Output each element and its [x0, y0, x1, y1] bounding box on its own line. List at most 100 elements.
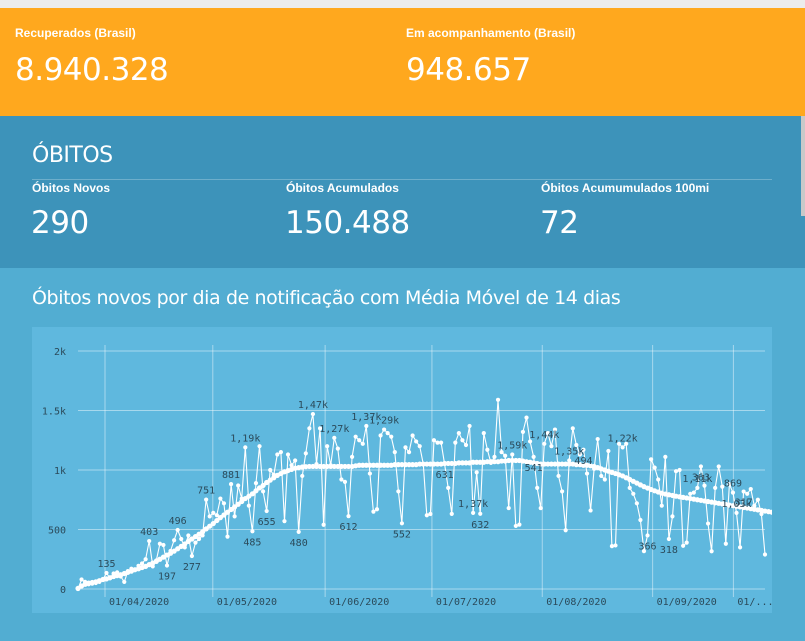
- daily-deaths-point: [542, 441, 547, 446]
- daily-deaths-point: [520, 429, 526, 435]
- moving-average-point: [385, 462, 391, 468]
- daily-deaths-point: [560, 489, 565, 494]
- daily-deaths-line: [77, 399, 766, 590]
- deaths-panel: [0, 116, 805, 268]
- daily-deaths-point: [417, 444, 422, 449]
- daily-deaths-point: [684, 540, 689, 545]
- daily-deaths-point: [524, 415, 529, 420]
- daily-deaths-point: [296, 529, 301, 534]
- moving-average-point: [431, 461, 437, 467]
- monitoring-value: 948.657: [406, 52, 531, 88]
- data-label: 1,03k: [721, 499, 751, 510]
- daily-deaths-point: [424, 513, 429, 518]
- daily-deaths-point: [681, 543, 686, 548]
- daily-deaths-point: [378, 433, 383, 438]
- daily-deaths-point: [139, 561, 145, 566]
- daily-deaths-point: [599, 473, 604, 479]
- moving-average-point: [313, 463, 320, 470]
- daily-deaths-point: [745, 491, 750, 496]
- chart-title: Óbitos novos por dia de notificação com …: [32, 287, 621, 309]
- data-label: 552: [393, 529, 411, 540]
- daily-deaths-point: [246, 503, 251, 508]
- daily-deaths-point: [552, 427, 558, 432]
- moving-average-point: [410, 462, 416, 468]
- daily-deaths-point: [371, 509, 376, 514]
- daily-deaths-point: [260, 489, 266, 494]
- data-label: 366: [639, 541, 657, 552]
- daily-deaths-point: [175, 527, 180, 533]
- moving-average-point: [310, 463, 316, 470]
- daily-deaths-point: [702, 483, 707, 488]
- accumulated-deaths-label: Óbitos Acumulados: [286, 181, 399, 195]
- moving-average-point: [463, 460, 469, 466]
- data-label: 1,22k: [608, 433, 638, 444]
- data-label: 277: [183, 562, 201, 573]
- daily-deaths-point: [214, 513, 219, 518]
- moving-average-point: [555, 461, 562, 467]
- moving-average-point: [456, 460, 462, 466]
- daily-deaths-point: [253, 480, 259, 486]
- daily-deaths-point: [399, 521, 405, 526]
- data-label: 363: [692, 472, 710, 483]
- daily-deaths-point: [431, 438, 437, 443]
- moving-average-point: [552, 461, 558, 467]
- moving-average-point: [203, 526, 209, 532]
- moving-average-point: [235, 501, 241, 507]
- daily-deaths-point: [428, 511, 433, 517]
- data-label: 612: [339, 522, 357, 533]
- daily-deaths-point: [495, 397, 501, 402]
- daily-deaths-point: [634, 501, 639, 506]
- y-tick-label: 1.5k: [42, 407, 66, 418]
- moving-average-point: [367, 462, 373, 468]
- moving-average-point: [488, 459, 494, 465]
- moving-average-point: [506, 457, 512, 464]
- daily-deaths-point: [734, 510, 739, 515]
- daily-deaths-point: [157, 541, 162, 546]
- daily-deaths-point: [335, 446, 340, 451]
- daily-deaths-point: [232, 514, 237, 519]
- data-label: 1,37k: [351, 412, 381, 423]
- moving-average-point: [335, 463, 341, 470]
- accumulated-deaths-value: 150.488: [285, 205, 410, 241]
- daily-deaths-point: [567, 458, 572, 463]
- new-deaths-label: Óbitos Novos: [32, 181, 111, 195]
- x-tick-label: 01/08/2020: [546, 597, 606, 608]
- daily-deaths-point: [360, 441, 365, 446]
- moving-average-point: [328, 463, 334, 470]
- moving-average-point: [445, 460, 451, 467]
- new-deaths-value: 290: [31, 205, 89, 241]
- daily-deaths-point: [698, 464, 704, 469]
- daily-deaths-point: [317, 426, 323, 431]
- daily-deaths-point: [236, 483, 241, 488]
- moving-average-point: [406, 462, 412, 468]
- daily-deaths-point: [406, 450, 412, 455]
- daily-deaths-point: [652, 465, 657, 470]
- scrollbar[interactable]: [801, 116, 805, 216]
- daily-deaths-point: [463, 442, 469, 448]
- moving-average-point: [228, 506, 234, 513]
- data-label: 318: [660, 545, 678, 556]
- daily-deaths-point: [321, 522, 326, 527]
- moving-average-point: [331, 463, 337, 470]
- data-label: 1,37k: [458, 499, 488, 510]
- daily-deaths-point: [631, 491, 636, 496]
- moving-average-point: [491, 459, 498, 465]
- daily-deaths-point: [478, 511, 483, 516]
- daily-deaths-point: [492, 454, 497, 460]
- daily-deaths-point: [616, 441, 622, 446]
- recovered-value: 8.940.328: [15, 52, 169, 88]
- daily-deaths-point: [438, 440, 444, 445]
- daily-deaths-point: [250, 529, 255, 534]
- moving-average-point: [566, 461, 572, 467]
- x-tick-label: 01/...: [737, 597, 772, 608]
- y-tick-label: 2k: [54, 347, 66, 358]
- data-label: 632: [471, 520, 489, 531]
- daily-deaths-point: [396, 489, 401, 494]
- moving-average-point: [427, 461, 433, 467]
- data-label: 631: [436, 470, 454, 481]
- data-label: 317: [735, 498, 753, 509]
- daily-deaths-point: [122, 579, 127, 584]
- daily-deaths-point: [499, 450, 504, 455]
- recovered-label: Recuperados (Brasil): [15, 26, 136, 40]
- section-divider: [32, 179, 772, 180]
